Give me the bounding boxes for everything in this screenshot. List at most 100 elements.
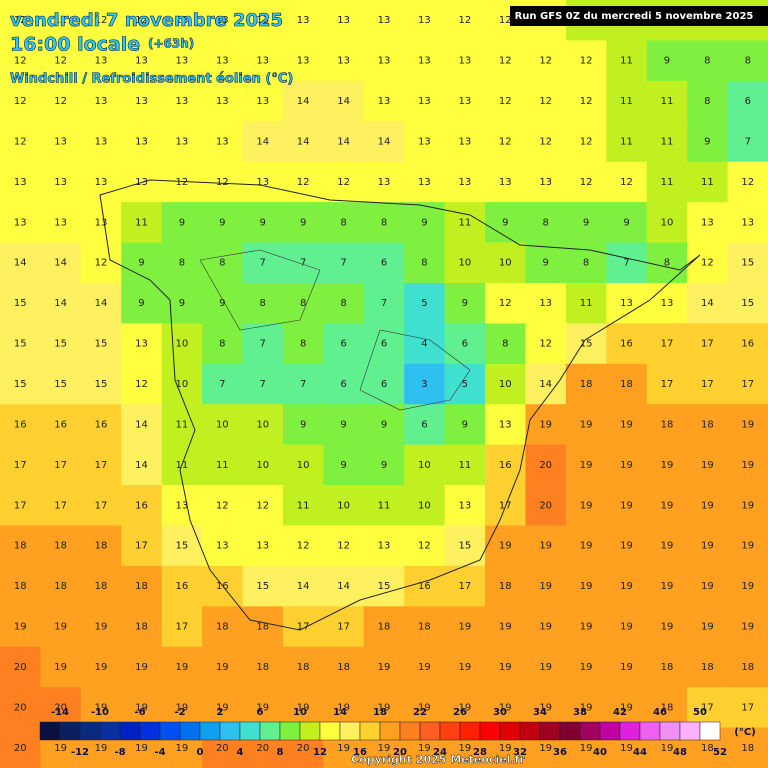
cell-shade xyxy=(40,323,82,365)
cell-shade xyxy=(121,323,163,365)
cell-shade xyxy=(646,80,688,122)
cell-shade xyxy=(687,242,729,284)
cell-value: 12 xyxy=(539,56,552,67)
cell-shade xyxy=(121,282,163,324)
cell-value: 12 xyxy=(499,96,512,107)
cell-shade xyxy=(646,646,688,688)
cell-value: 10 xyxy=(337,500,350,511)
cell-value: 4 xyxy=(421,339,427,350)
cell-shade xyxy=(444,525,486,567)
legend-swatch xyxy=(159,721,181,741)
cell-value: 19 xyxy=(741,419,754,430)
cell-value: 13 xyxy=(378,96,391,107)
legend-label: 14 xyxy=(333,707,347,718)
cell-shade xyxy=(161,80,203,122)
legend-label: 4 xyxy=(237,747,244,758)
cell-value: 12 xyxy=(14,56,27,67)
cell-value: 10 xyxy=(458,258,471,269)
cell-shade xyxy=(80,565,122,607)
cell-value: 9 xyxy=(340,419,346,430)
cell-shade xyxy=(282,606,324,648)
cell-shade xyxy=(727,80,768,122)
legend-swatch xyxy=(119,721,141,741)
cell-value: 19 xyxy=(620,743,633,754)
cell-shade xyxy=(525,525,567,567)
cell-shade xyxy=(485,444,526,486)
cell-value: 12 xyxy=(539,339,552,350)
cell-value: 14 xyxy=(135,419,148,430)
cell-value: 15 xyxy=(14,339,27,350)
cell-value: 19 xyxy=(499,702,512,713)
cell-shade xyxy=(687,323,729,365)
cell-shade xyxy=(202,687,244,729)
run-box xyxy=(510,6,768,26)
cell-shade xyxy=(606,606,648,648)
cell-shade xyxy=(404,525,446,567)
cell-shade xyxy=(727,606,768,648)
cell-shade xyxy=(282,525,324,567)
cell-value: 9 xyxy=(704,136,710,147)
cell-value: 15 xyxy=(14,379,27,390)
cell-value: 13 xyxy=(458,500,471,511)
cell-value: 19 xyxy=(620,581,633,592)
cell-shade xyxy=(0,404,41,446)
cell-shade xyxy=(0,161,41,203)
legend-swatch xyxy=(139,721,161,741)
cell-shade xyxy=(242,606,284,648)
cell-shade xyxy=(525,323,567,365)
cell-value: 19 xyxy=(580,541,593,552)
cell-value: 18 xyxy=(701,743,714,754)
cell-shade xyxy=(202,323,244,365)
cell-shade xyxy=(323,565,365,607)
cell-shade xyxy=(0,40,41,82)
cell-value: 6 xyxy=(745,96,751,107)
cell-shade xyxy=(404,646,446,688)
cell-shade xyxy=(565,485,607,526)
cell-shade xyxy=(282,0,324,41)
cell-value: 15 xyxy=(256,581,269,592)
cell-value: 16 xyxy=(216,581,229,592)
cell-shade xyxy=(0,565,41,607)
cell-shade xyxy=(525,485,567,526)
cell-value: 13 xyxy=(256,541,269,552)
cell-value: 13 xyxy=(337,56,350,67)
cell-shade xyxy=(80,646,122,688)
cell-value: 19 xyxy=(54,743,67,754)
cell-value: 19 xyxy=(14,622,27,633)
cell-value: 17 xyxy=(176,622,189,633)
cell-shade xyxy=(161,687,203,729)
cell-shade xyxy=(525,202,567,244)
cell-value: 6 xyxy=(421,419,427,430)
cell-value: 13 xyxy=(95,177,108,188)
cell-shade xyxy=(687,282,729,324)
cell-value: 19 xyxy=(661,500,674,511)
cell-value: 19 xyxy=(337,702,350,713)
cell-value: 19 xyxy=(135,743,148,754)
cell-value: 10 xyxy=(176,339,189,350)
legend-label: 30 xyxy=(493,707,507,718)
cell-value: 14 xyxy=(297,96,310,107)
legend-label: 34 xyxy=(533,707,547,718)
cell-shade xyxy=(323,525,365,567)
cell-value: 11 xyxy=(620,136,633,147)
cell-value: 14 xyxy=(378,136,391,147)
legend-label: 22 xyxy=(413,707,427,718)
cell-value: 17 xyxy=(95,500,108,511)
legend-swatch xyxy=(179,721,201,741)
cell-shade xyxy=(242,565,284,607)
cell-shade xyxy=(242,40,284,82)
cell-value: 20 xyxy=(14,662,27,673)
legend-label: 10 xyxy=(293,707,307,718)
cell-shade xyxy=(40,80,82,122)
cell-value: 20 xyxy=(54,702,67,713)
cell-value: 10 xyxy=(297,460,310,471)
cell-value: 16 xyxy=(14,419,27,430)
cell-value: 12 xyxy=(580,177,593,188)
cell-value: 12 xyxy=(741,177,754,188)
cell-shade xyxy=(565,40,607,82)
cell-shade xyxy=(0,282,41,324)
cell-shade xyxy=(323,485,365,526)
cell-value: 14 xyxy=(297,581,310,592)
cell-shade xyxy=(323,323,365,365)
